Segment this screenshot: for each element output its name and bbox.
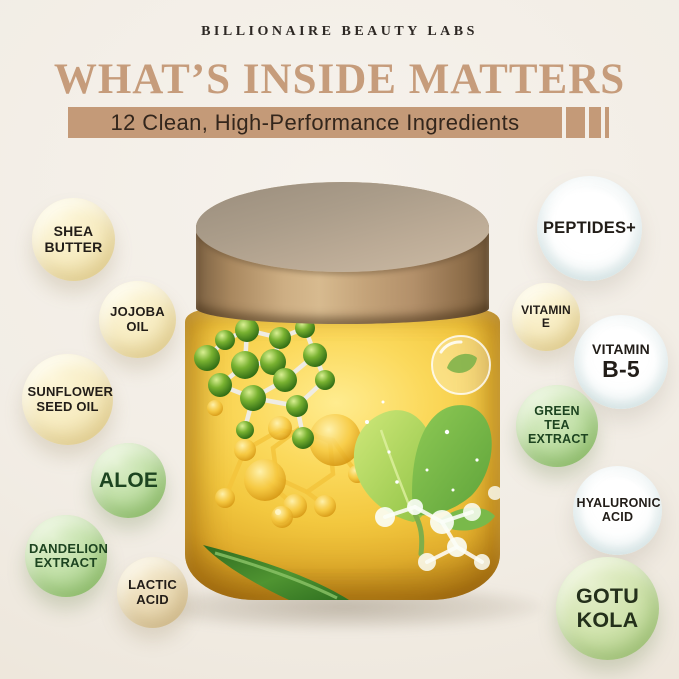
banner-stripe — [605, 107, 609, 138]
white-molecule — [375, 486, 500, 571]
ingredient-label: DANDELION EXTRACT — [29, 540, 109, 570]
ingredient-label: GREEN TEA EXTRACT — [528, 404, 589, 446]
ingredient-label-line2: B-5 — [602, 356, 640, 383]
ingredient-bubble-green-tea-extract: GREEN TEA EXTRACT — [516, 385, 598, 467]
ingredient-label: VITAMIN B-5 — [592, 340, 650, 383]
jar-artwork — [194, 318, 500, 600]
subtitle-banner: 12 Clean, High-Performance Ingredients — [68, 107, 562, 138]
ingredient-bubble-gotu-kola: GOTU KOLA — [556, 557, 659, 660]
page-title: WHAT’S INSIDE MATTERS — [53, 56, 626, 103]
banner-stripe — [589, 107, 601, 138]
gold-molecule — [207, 400, 366, 524]
ingredient-bubble-hyaluronic-acid: HYALURONIC ACID — [573, 466, 662, 555]
product-jar — [147, 180, 542, 630]
ingredient-bubble-peptides: PEPTIDES+ — [537, 176, 642, 281]
jar-lid-top — [196, 182, 489, 272]
green-molecule — [194, 318, 335, 449]
ingredient-label: PEPTIDES+ — [542, 219, 637, 238]
sparkles — [365, 400, 479, 492]
ingredient-bubble-lactic-acid: LACTIC ACID — [117, 557, 188, 628]
jar-body — [185, 310, 500, 600]
ingredient-bubble-dandelion-extract: DANDELION EXTRACT — [25, 515, 109, 597]
brand-name: BILLIONAIRE BEAUTY LABS — [201, 24, 478, 39]
ingredient-label: LACTIC ACID — [128, 577, 177, 607]
banner-stripe — [566, 107, 585, 138]
ingredient-label: ALOE — [98, 468, 159, 492]
subtitle-text: 12 Clean, High-Performance Ingredients — [110, 109, 520, 135]
ingredient-label: JOJOBA OIL — [110, 304, 165, 334]
ingredient-label: SHEA BUTTER — [44, 223, 103, 255]
ingredient-label: GOTU KOLA — [576, 583, 639, 632]
ingredient-bubble-vitamin-b5: VITAMIN B-5 — [574, 315, 668, 409]
gold-droplet — [271, 506, 293, 528]
ingredient-label: HYALURONIC ACID — [576, 495, 661, 524]
ingredient-label-line1: VITAMIN — [592, 340, 650, 357]
ingredient-label: SUNFLOWER SEED OIL — [27, 384, 114, 414]
ingredient-bubble-sunflower-seed-oil: SUNFLOWER SEED OIL — [22, 354, 113, 445]
leaf-sprig — [353, 400, 495, 557]
ingredient-bubble-vitamin-e: VITAMIN E — [512, 283, 580, 351]
leaf-bubble — [431, 335, 491, 395]
jar-lid — [196, 182, 489, 324]
aloe-leaf — [203, 545, 349, 600]
ingredient-label: VITAMIN E — [521, 302, 571, 330]
ingredient-bubble-shea-butter: SHEA BUTTER — [32, 198, 115, 281]
ingredient-bubble-aloe: ALOE — [91, 443, 166, 518]
ingredient-bubble-jojoba-oil: JOJOBA OIL — [99, 281, 176, 358]
